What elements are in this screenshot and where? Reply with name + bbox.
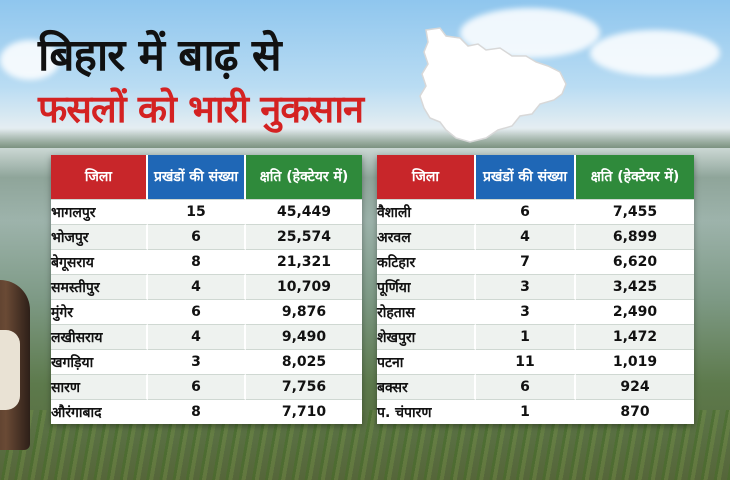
blocks-cell: 11: [476, 349, 576, 374]
column-header-district: जिला: [377, 155, 476, 199]
damage-cell: 9,876: [246, 299, 362, 324]
table-row: प. चंपारण 1 870: [377, 399, 694, 424]
district-cell: भागलपुर: [51, 199, 148, 224]
bihar-map-icon: [419, 27, 567, 143]
table-row: अरवल 4 6,899: [377, 224, 694, 249]
district-cell: औरंगाबाद: [51, 399, 148, 424]
damage-cell: 7,756: [246, 374, 362, 399]
table-row: खगड़िया 3 8,025: [51, 349, 362, 374]
district-cell: शेखपुरा: [377, 324, 476, 349]
damage-cell: 8,025: [246, 349, 362, 374]
district-cell: भोजपुर: [51, 224, 148, 249]
damage-cell: 1,019: [576, 349, 694, 374]
table-row: लखीसराय 4 9,490: [51, 324, 362, 349]
district-cell: वैशाली: [377, 199, 476, 224]
damage-cell: 7,455: [576, 199, 694, 224]
blocks-cell: 15: [148, 199, 246, 224]
column-header-blocks: प्रखंडों की संख्या: [148, 155, 246, 199]
column-header-district: जिला: [51, 155, 148, 199]
district-cell: पटना: [377, 349, 476, 374]
district-cell: खगड़िया: [51, 349, 148, 374]
damage-cell: 9,490: [246, 324, 362, 349]
table-row: औरंगाबाद 8 7,710: [51, 399, 362, 424]
cloud: [0, 40, 60, 80]
blocks-cell: 8: [148, 399, 246, 424]
table-row: वैशाली 6 7,455: [377, 199, 694, 224]
table-row: भागलपुर 15 45,449: [51, 199, 362, 224]
blocks-cell: 4: [476, 224, 576, 249]
blocks-cell: 6: [148, 224, 246, 249]
damage-cell: 10,709: [246, 274, 362, 299]
damage-table-right: जिला प्रखंडों की संख्या क्षति (हेक्टेयर …: [377, 155, 694, 424]
table-row: कटिहार 7 6,620: [377, 249, 694, 274]
damage-cell: 45,449: [246, 199, 362, 224]
blocks-cell: 4: [148, 274, 246, 299]
table-row: पूर्णिया 3 3,425: [377, 274, 694, 299]
damage-cell: 870: [576, 399, 694, 424]
blocks-cell: 1: [476, 324, 576, 349]
table-row: पटना 11 1,019: [377, 349, 694, 374]
table-header-row: जिला प्रखंडों की संख्या क्षति (हेक्टेयर …: [51, 155, 362, 199]
table-row: बक्सर 6 924: [377, 374, 694, 399]
cloud: [590, 30, 720, 76]
blocks-cell: 6: [148, 299, 246, 324]
table-row: रोहतास 3 2,490: [377, 299, 694, 324]
table-row: शेखपुरा 1 1,472: [377, 324, 694, 349]
damage-cell: 924: [576, 374, 694, 399]
blocks-cell: 3: [148, 349, 246, 374]
blocks-cell: 1: [476, 399, 576, 424]
damage-cell: 3,425: [576, 274, 694, 299]
column-header-blocks: प्रखंडों की संख्या: [476, 155, 576, 199]
district-cell: सारण: [51, 374, 148, 399]
blocks-cell: 6: [148, 374, 246, 399]
damage-table-left: जिला प्रखंडों की संख्या क्षति (हेक्टेयर …: [51, 155, 362, 424]
district-cell: अरवल: [377, 224, 476, 249]
district-cell: लखीसराय: [51, 324, 148, 349]
blocks-cell: 7: [476, 249, 576, 274]
treeline: [0, 128, 730, 148]
table-header-row: जिला प्रखंडों की संख्या क्षति (हेक्टेयर …: [377, 155, 694, 199]
damage-cell: 2,490: [576, 299, 694, 324]
blocks-cell: 6: [476, 374, 576, 399]
blocks-cell: 3: [476, 299, 576, 324]
table-row: सारण 6 7,756: [51, 374, 362, 399]
headline-line1: बिहार में बाढ़ से: [38, 30, 282, 81]
damage-cell: 6,899: [576, 224, 694, 249]
damage-cell: 21,321: [246, 249, 362, 274]
district-cell: रोहतास: [377, 299, 476, 324]
blocks-cell: 6: [476, 199, 576, 224]
blocks-cell: 3: [476, 274, 576, 299]
district-cell: प. चंपारण: [377, 399, 476, 424]
district-cell: बक्सर: [377, 374, 476, 399]
district-cell: मुंगेर: [51, 299, 148, 324]
district-cell: कटिहार: [377, 249, 476, 274]
column-header-damage: क्षति (हेक्टेयर में): [246, 155, 362, 199]
district-cell: बेगूसराय: [51, 249, 148, 274]
damage-cell: 1,472: [576, 324, 694, 349]
table-row: बेगूसराय 8 21,321: [51, 249, 362, 274]
farmer-cloth: [0, 330, 20, 410]
headline-line2: फसलों को भारी नुकसान: [38, 87, 364, 131]
district-cell: समस्तीपुर: [51, 274, 148, 299]
table-row: भोजपुर 6 25,574: [51, 224, 362, 249]
damage-cell: 6,620: [576, 249, 694, 274]
blocks-cell: 4: [148, 324, 246, 349]
district-cell: पूर्णिया: [377, 274, 476, 299]
blocks-cell: 8: [148, 249, 246, 274]
damage-cell: 7,710: [246, 399, 362, 424]
damage-cell: 25,574: [246, 224, 362, 249]
table-row: समस्तीपुर 4 10,709: [51, 274, 362, 299]
table-row: मुंगेर 6 9,876: [51, 299, 362, 324]
column-header-damage: क्षति (हेक्टेयर में): [576, 155, 694, 199]
